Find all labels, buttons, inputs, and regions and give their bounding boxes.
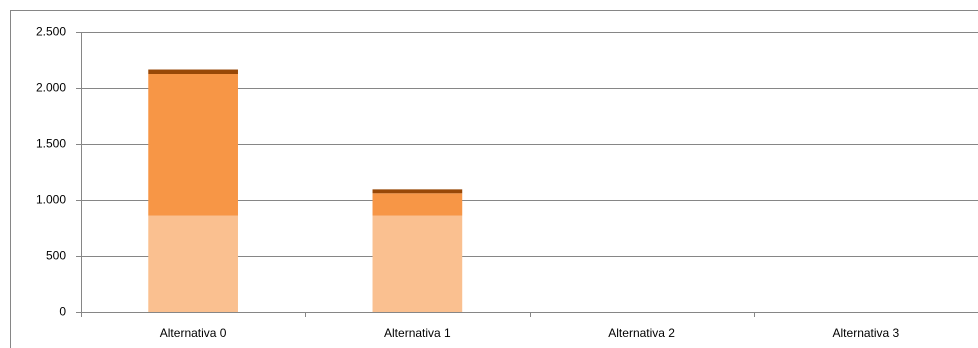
chart-border xyxy=(10,10,978,348)
y-tick-label: 1.500 xyxy=(36,137,66,151)
x-tick-label: Alternativa 0 xyxy=(160,326,227,340)
bar-segment xyxy=(148,74,238,216)
bar-segment xyxy=(148,69,238,74)
y-tick-label: 2.000 xyxy=(36,81,66,95)
x-tick-label: Alternativa 1 xyxy=(384,326,451,340)
bar-segment xyxy=(372,189,463,194)
y-tick-label: 500 xyxy=(46,249,66,263)
bar-segment xyxy=(372,215,463,312)
bar-segment xyxy=(148,215,238,312)
y-tick-label: 2.500 xyxy=(36,25,66,39)
x-tick-label: Alternativa 2 xyxy=(608,326,675,340)
y-tick-label: 0 xyxy=(59,305,66,319)
bar-segment xyxy=(372,193,463,216)
y-tick-label: 1.000 xyxy=(36,193,66,207)
x-tick-label: Alternativa 3 xyxy=(833,326,900,340)
